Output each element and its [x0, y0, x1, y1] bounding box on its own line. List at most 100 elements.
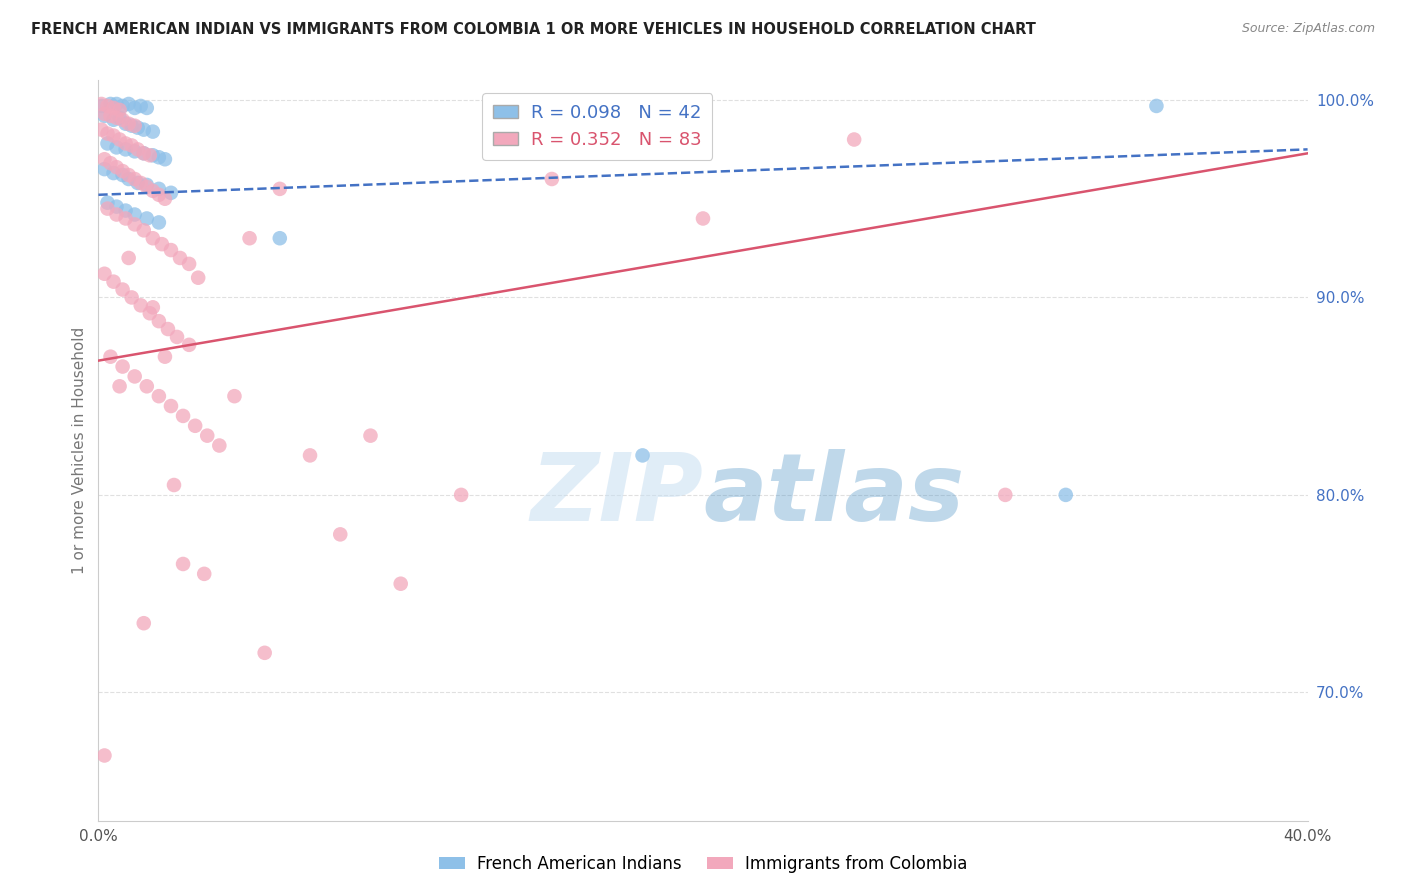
- Point: [208, 438, 231, 452]
- Point: [160, 243, 183, 257]
- Point: [118, 117, 141, 131]
- Point: [148, 150, 170, 164]
- Point: [135, 379, 157, 393]
- Point: [172, 409, 194, 423]
- Point: [114, 117, 136, 131]
- Point: [160, 399, 183, 413]
- Point: [100, 109, 122, 123]
- Point: [93, 748, 115, 763]
- Point: [142, 148, 165, 162]
- Point: [148, 389, 170, 403]
- Point: [127, 142, 149, 156]
- Point: [96, 99, 118, 113]
- Point: [100, 350, 122, 364]
- Point: [132, 146, 155, 161]
- Point: [103, 112, 125, 127]
- Point: [114, 203, 136, 218]
- Point: [114, 211, 136, 226]
- Point: [100, 97, 122, 112]
- Point: [450, 488, 472, 502]
- Point: [124, 218, 146, 232]
- Point: [114, 136, 136, 151]
- Point: [121, 119, 143, 133]
- Y-axis label: 1 or more Vehicles in Household: 1 or more Vehicles in Household: [72, 326, 87, 574]
- Point: [142, 301, 165, 315]
- Point: [169, 251, 191, 265]
- Point: [118, 172, 141, 186]
- Text: ZIP: ZIP: [530, 449, 703, 541]
- Point: [93, 162, 115, 177]
- Point: [299, 449, 322, 463]
- Point: [93, 153, 115, 167]
- Point: [631, 449, 654, 463]
- Point: [132, 122, 155, 136]
- Point: [111, 112, 134, 127]
- Point: [100, 156, 122, 170]
- Legend: R = 0.098   N = 42, R = 0.352   N = 83: R = 0.098 N = 42, R = 0.352 N = 83: [482, 93, 713, 160]
- Point: [153, 192, 176, 206]
- Point: [127, 176, 149, 190]
- Point: [108, 132, 131, 146]
- Point: [163, 478, 186, 492]
- Point: [139, 148, 162, 162]
- Point: [132, 616, 155, 631]
- Point: [148, 314, 170, 328]
- Point: [360, 428, 382, 442]
- Point: [121, 290, 143, 304]
- Point: [111, 168, 134, 182]
- Point: [103, 166, 125, 180]
- Point: [114, 142, 136, 156]
- Point: [135, 211, 157, 226]
- Point: [124, 101, 146, 115]
- Point: [103, 275, 125, 289]
- Point: [269, 182, 291, 196]
- Point: [148, 215, 170, 229]
- Text: Source: ZipAtlas.com: Source: ZipAtlas.com: [1241, 22, 1375, 36]
- Point: [127, 120, 149, 135]
- Point: [153, 350, 176, 364]
- Point: [844, 132, 866, 146]
- Point: [994, 488, 1017, 502]
- Point: [93, 267, 115, 281]
- Point: [135, 180, 157, 194]
- Point: [105, 97, 128, 112]
- Point: [118, 251, 141, 265]
- Point: [105, 208, 128, 222]
- Point: [105, 200, 128, 214]
- Point: [142, 184, 165, 198]
- Point: [124, 208, 146, 222]
- Point: [139, 306, 162, 320]
- Point: [96, 195, 118, 210]
- Point: [269, 231, 291, 245]
- Point: [692, 211, 714, 226]
- Point: [329, 527, 352, 541]
- Point: [93, 109, 115, 123]
- Point: [132, 223, 155, 237]
- Point: [135, 101, 157, 115]
- Point: [184, 418, 207, 433]
- Point: [111, 164, 134, 178]
- Point: [90, 97, 112, 112]
- Point: [160, 186, 183, 200]
- Point: [1144, 99, 1167, 113]
- Point: [389, 576, 412, 591]
- Point: [124, 145, 146, 159]
- Point: [142, 125, 165, 139]
- Point: [90, 99, 112, 113]
- Point: [105, 140, 128, 154]
- Point: [187, 270, 209, 285]
- Point: [179, 257, 201, 271]
- Point: [118, 97, 141, 112]
- Point: [93, 107, 115, 121]
- Point: [148, 182, 170, 196]
- Point: [1054, 488, 1077, 502]
- Point: [108, 379, 131, 393]
- Legend: French American Indians, Immigrants from Colombia: French American Indians, Immigrants from…: [432, 848, 974, 880]
- Point: [150, 237, 173, 252]
- Point: [193, 566, 215, 581]
- Point: [129, 99, 152, 113]
- Point: [90, 122, 112, 136]
- Point: [195, 428, 218, 442]
- Point: [124, 369, 146, 384]
- Point: [129, 176, 152, 190]
